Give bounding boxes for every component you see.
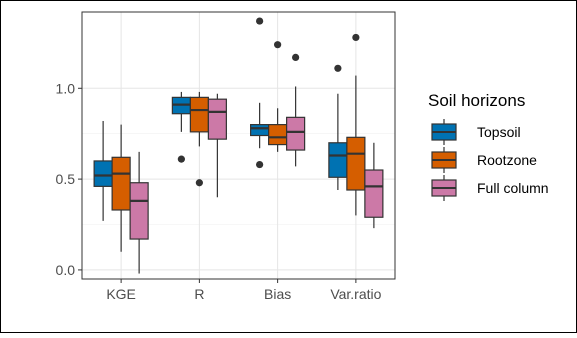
box-iqr (268, 124, 288, 146)
outlier-point (274, 41, 282, 49)
box-iqr (364, 169, 384, 218)
x-tick-label: KGE (106, 286, 136, 302)
outlier-point (256, 160, 264, 169)
y-tick-label: 0.0 (56, 262, 76, 278)
box-iqr (286, 116, 306, 151)
outlier-point (334, 64, 342, 72)
box-iqr (207, 98, 227, 140)
y-tick-label: 1.0 (56, 80, 76, 96)
box-full-column-kge (129, 151, 149, 274)
legend-title: Soil horizons (428, 91, 525, 110)
legend-items: Topsoil Rootzone Full column (429, 118, 549, 202)
box-iqr (129, 182, 149, 240)
box-rootzone-kge (111, 124, 131, 252)
x-axis: KGE R Bias Var.ratio (106, 279, 382, 302)
box-iqr (111, 156, 131, 211)
y-tick-label: 0.5 (56, 171, 76, 187)
x-tick-label: R (194, 286, 204, 302)
plot-panel-border (81, 11, 396, 280)
outlier-point (256, 17, 264, 25)
box-full-column-bias (286, 53, 306, 167)
box-iqr (346, 136, 366, 191)
outlier-point (195, 179, 203, 187)
outlier-point (352, 33, 360, 42)
box-topsoil-varratio (328, 64, 348, 190)
legend-item-topsoil: Topsoil (429, 118, 521, 146)
legend-label: Rootzone (477, 152, 537, 168)
y-axis: 0.0 0.5 1.0 (56, 80, 82, 278)
legend-item-rootzone: Rootzone (429, 146, 537, 174)
box-iqr (93, 160, 113, 187)
box-full-column-r (207, 93, 227, 198)
box-iqr (189, 96, 209, 133)
legend: Soil horizons Topsoil Rootzone Full column (428, 91, 549, 202)
legend-label: Topsoil (477, 124, 521, 140)
box-rootzone-varratio (346, 33, 366, 216)
x-tick-label: Bias (264, 286, 291, 302)
legend-label: Full column (477, 180, 549, 196)
box-iqr (328, 142, 348, 178)
outlier-point (292, 53, 300, 62)
outlier-point (177, 155, 185, 163)
box-rootzone-bias (268, 41, 288, 152)
boxes (93, 17, 384, 274)
legend-item-full-column: Full column (429, 174, 549, 202)
box-iqr (250, 124, 270, 137)
x-tick-label: Var.ratio (330, 286, 381, 302)
box-full-column-varratio (364, 142, 384, 229)
box-topsoil-bias (250, 17, 270, 169)
